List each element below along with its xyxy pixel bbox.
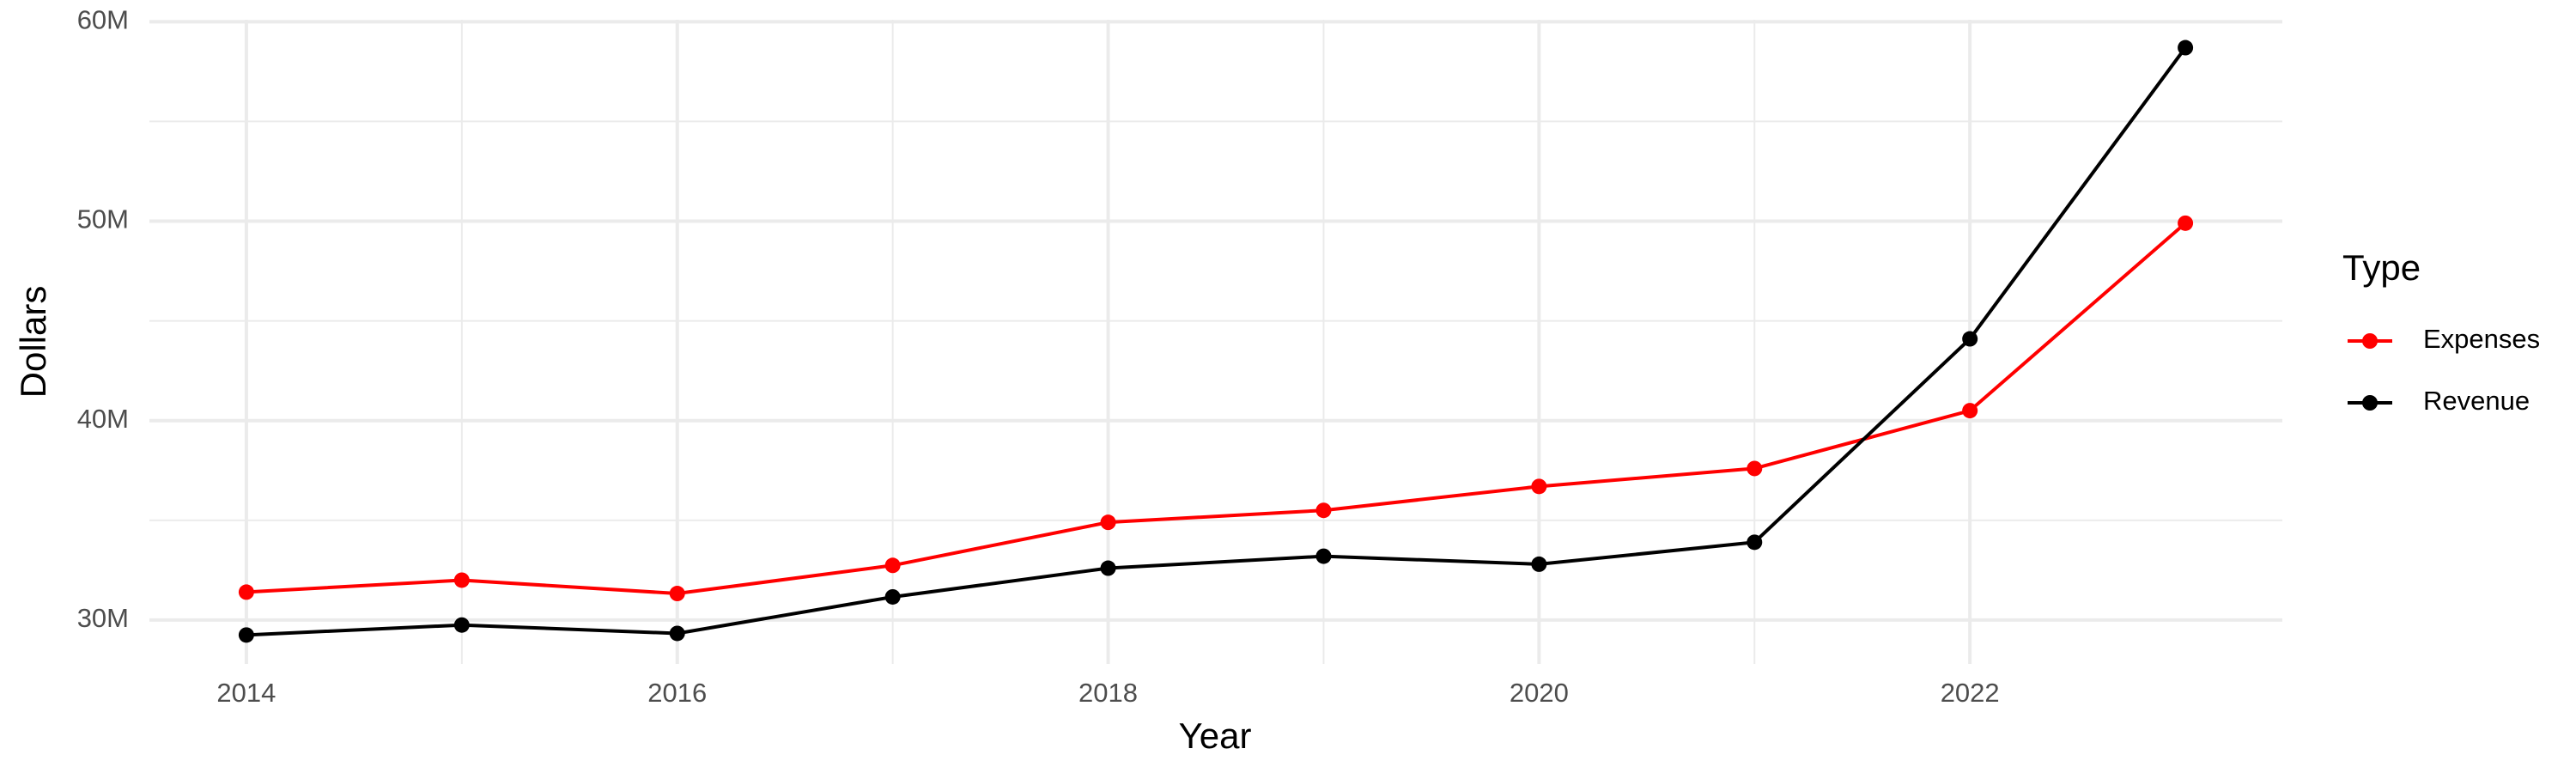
- point: [238, 627, 254, 643]
- legend-title: Type: [2342, 247, 2421, 288]
- grid: [149, 20, 2282, 664]
- point: [1531, 478, 1547, 495]
- legend-key-point: [2362, 333, 2378, 349]
- y-tick-label: 50M: [77, 204, 129, 234]
- point: [669, 625, 685, 642]
- legend: Type Expenses Revenue: [2342, 247, 2540, 416]
- point: [1747, 460, 1763, 477]
- legend-key-point: [2362, 395, 2378, 411]
- x-tick-label: 2014: [216, 678, 276, 708]
- point: [884, 588, 901, 605]
- plot: [238, 40, 2194, 643]
- x-axis-title: Year: [1179, 715, 1252, 756]
- point: [1531, 556, 1547, 572]
- point: [1962, 331, 1978, 347]
- y-tick-label: 60M: [77, 5, 129, 35]
- point: [2178, 40, 2194, 56]
- y-tick-label: 40M: [77, 404, 129, 434]
- point: [1100, 560, 1116, 576]
- series-line: [246, 46, 2187, 637]
- point: [884, 557, 901, 574]
- point: [453, 572, 470, 588]
- y-tick-label: 30M: [77, 603, 129, 633]
- point: [1962, 403, 1978, 419]
- point: [1315, 548, 1332, 564]
- x-tick-label: 2016: [647, 678, 707, 708]
- point: [1747, 534, 1763, 551]
- point: [2178, 215, 2194, 231]
- x-tick-label: 2018: [1078, 678, 1138, 708]
- x-tick-label: 2022: [1941, 678, 2000, 708]
- point: [1315, 502, 1332, 519]
- point: [453, 617, 470, 633]
- point: [238, 584, 254, 600]
- legend-label: Expenses: [2423, 324, 2540, 354]
- x-tick-label: 2020: [1510, 678, 1569, 708]
- legend-label: Revenue: [2423, 386, 2530, 416]
- point: [1100, 514, 1116, 531]
- point: [669, 586, 685, 602]
- y-axis-title: Dollars: [13, 286, 53, 399]
